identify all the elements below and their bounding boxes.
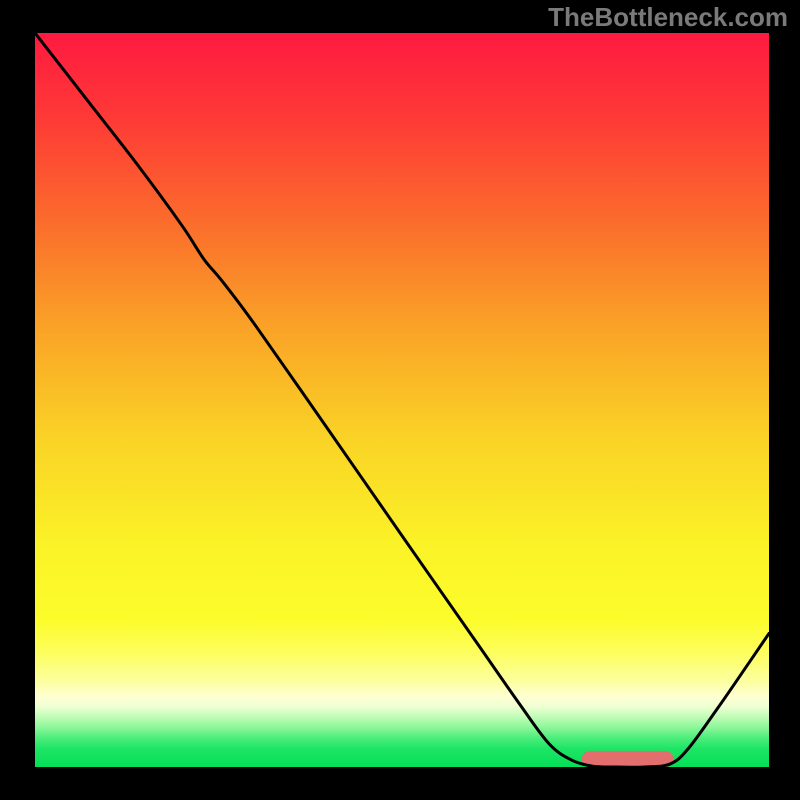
chart-svg <box>35 33 769 767</box>
gradient-background <box>35 33 769 767</box>
optimal-range-marker <box>582 751 674 767</box>
watermark: TheBottleneck.com <box>548 2 788 33</box>
plot-area <box>35 33 769 767</box>
watermark-text: TheBottleneck.com <box>548 2 788 32</box>
